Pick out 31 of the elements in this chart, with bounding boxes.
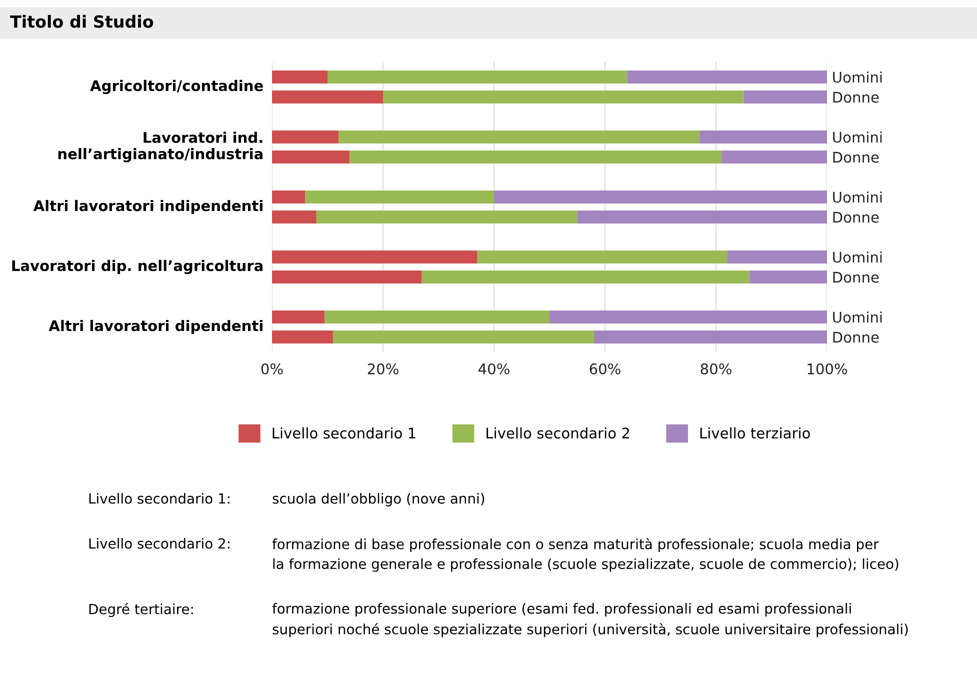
text: Titolo di Studio — [10, 14, 154, 28]
text: Lavoratori ind. nell’artigianato/industria — [58, 132, 263, 162]
y-tick-label: Uomini — [833, 71, 882, 83]
text: Lavoratori dip. nell’agricoltura — [12, 260, 263, 274]
y-tick-label: Uomini — [833, 131, 882, 143]
y-tick-label: Uomini — [833, 251, 882, 263]
legend-label: Livello secondario 2 — [486, 427, 629, 439]
y-tick-label: Uomini — [833, 191, 882, 203]
x-tick-label: 20% — [368, 363, 398, 374]
text: Altri lavoratori indipendenti — [33, 200, 262, 214]
x-tick-label: 60% — [590, 363, 620, 374]
y-tick-label: Donne — [833, 212, 879, 223]
text: Livello secondario 2: — [89, 538, 230, 549]
x-tick-label: 100% — [808, 363, 848, 374]
text: Altri lavoratori dipendenti — [48, 320, 262, 334]
text: Agricoltori/contadine — [90, 80, 263, 94]
legend-label: Livello terziario — [700, 427, 810, 439]
text: formazione di base professionale con o senza maturità professionale; scuola media per la formazione generale e professionale (scuole spezializzate, scuole de commercio); liceo) — [272, 538, 898, 572]
y-tick-label: Donne — [833, 272, 879, 283]
legend-label: Livello secondario 1 — [272, 427, 416, 439]
text: Degré tertiaire: — [89, 603, 193, 617]
y-tick-label: Uomini — [833, 311, 882, 323]
text: scuola dell’obbligo (nove anni) — [272, 493, 484, 506]
text: formazione professionale superiore (esami fed. professionali ed esami professionali superiori noché scuole spezializzate superiori (università, scuole universitaire professionali) — [272, 603, 908, 638]
x-tick-label: 0% — [261, 363, 283, 374]
y-tick-label: Donne — [833, 152, 879, 163]
y-tick-label: Donne — [833, 332, 879, 343]
x-tick-label: 80% — [700, 363, 732, 374]
y-tick-label: Donne — [833, 92, 879, 103]
x-tick-label: 40% — [478, 363, 510, 374]
text: Livello secondario 1: — [89, 493, 230, 504]
